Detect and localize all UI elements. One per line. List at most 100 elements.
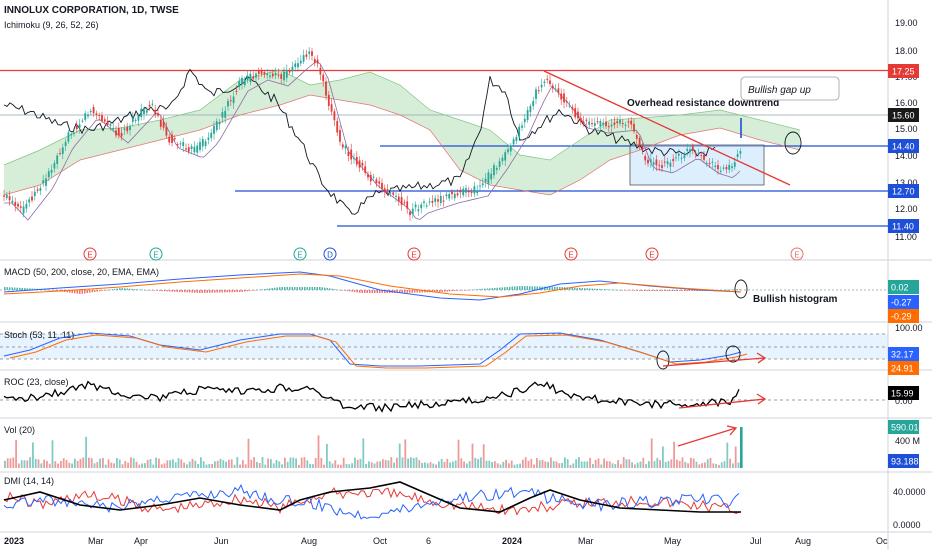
svg-text:E: E bbox=[649, 251, 654, 260]
vol-label: Vol (20) bbox=[4, 425, 35, 435]
stoch-arrow bbox=[662, 352, 767, 367]
tick-18: 18.00 bbox=[895, 46, 918, 56]
price-badge-1: 15.60 bbox=[888, 108, 919, 122]
time-oc: Oc bbox=[876, 536, 888, 546]
tick-19: 19.00 bbox=[895, 18, 918, 28]
histogram-annotation: Bullish histogram bbox=[753, 294, 838, 305]
stoch-value-1: 24.91 bbox=[888, 361, 919, 375]
time-axis: 2023 Mar Apr Jun Aug Oct 6 2024 Mar May … bbox=[4, 536, 888, 546]
tick-14: 14.00 bbox=[895, 151, 918, 161]
svg-text:14.40: 14.40 bbox=[892, 142, 915, 152]
svg-text:0.02: 0.02 bbox=[891, 283, 909, 293]
ichimoku-lines bbox=[3, 61, 801, 221]
time-6: 6 bbox=[426, 536, 431, 546]
vol-value-1: 93.188 M bbox=[888, 454, 929, 468]
svg-text:E: E bbox=[297, 251, 302, 260]
time-2023: 2023 bbox=[4, 536, 24, 546]
event-marker-3: D bbox=[323, 247, 337, 261]
stoch-circle-2 bbox=[725, 345, 741, 363]
gap-annotation: Bullish gap up bbox=[748, 85, 811, 96]
time-mar-2024: Mar bbox=[578, 536, 594, 546]
consolidation-box bbox=[629, 144, 765, 186]
time-may: May bbox=[664, 536, 682, 546]
time-2024: 2024 bbox=[502, 536, 522, 546]
volume-arrow bbox=[677, 425, 738, 447]
symbol-title: INNOLUX CORPORATION, 1D, TWSE bbox=[4, 5, 179, 16]
svg-text:32.17: 32.17 bbox=[891, 350, 914, 360]
tick-11: 11.00 bbox=[895, 232, 917, 242]
roc-pane bbox=[3, 380, 740, 413]
svg-text:17.25: 17.25 bbox=[892, 67, 915, 77]
tick-12: 12.00 bbox=[895, 204, 918, 214]
dmi-axis-40: 40.0000 bbox=[893, 487, 926, 497]
event-marker-6: E bbox=[645, 247, 659, 261]
svg-text:12.70: 12.70 bbox=[892, 187, 915, 197]
time-jun: Jun bbox=[214, 536, 229, 546]
svg-text:11.40: 11.40 bbox=[892, 222, 914, 232]
svg-text:15.99: 15.99 bbox=[891, 389, 914, 399]
tick-15: 15.00 bbox=[895, 124, 918, 134]
gap-callout-box bbox=[740, 76, 840, 101]
ichimoku-label: Ichimoku (9, 26, 52, 26) bbox=[4, 20, 99, 30]
event-marker-7: E bbox=[790, 247, 804, 261]
vol-axis-400: 400 M bbox=[895, 436, 920, 446]
price-badge-0: 17.25 bbox=[888, 64, 919, 78]
volume-pane bbox=[4, 427, 743, 468]
price-badges: 17.25 15.60 14.40 12.70 11.40 0.02 -0.27 -0.29 3… bbox=[888, 64, 929, 468]
svg-text:E: E bbox=[411, 251, 416, 260]
time-apr: Apr bbox=[134, 536, 148, 546]
tick-13: 13.00 bbox=[895, 178, 918, 188]
svg-text:-0.27: -0.27 bbox=[891, 298, 912, 308]
macd-value-2: -0.29 bbox=[888, 309, 919, 323]
dmi-label: DMI (14, 14) bbox=[4, 476, 54, 486]
svg-text:590.01 M: 590.01 M bbox=[891, 423, 929, 433]
time-aug-2024: Aug bbox=[795, 536, 811, 546]
svg-text:E: E bbox=[568, 251, 573, 260]
tick-16: 16.00 bbox=[895, 98, 918, 108]
resistance-annotation: Overhead resistance downtrend bbox=[627, 98, 779, 109]
roc-arrow bbox=[678, 393, 767, 409]
roc-axis-0: 0.00 bbox=[895, 396, 913, 406]
svg-text:-0.29: -0.29 bbox=[891, 312, 912, 322]
stoch-pane bbox=[3, 332, 748, 369]
roc-label: ROC (23, close) bbox=[4, 377, 69, 387]
macd-pane bbox=[3, 271, 742, 301]
stoch-label: Stoch (53, 11, 11) bbox=[4, 330, 74, 340]
svg-text:D: D bbox=[327, 251, 333, 260]
gap-circle bbox=[784, 131, 802, 155]
dmi-pane bbox=[3, 481, 741, 520]
price-badge-2: 14.40 bbox=[888, 139, 919, 153]
event-marker-4: E bbox=[407, 247, 421, 261]
stoch-value-0: 32.17 bbox=[888, 347, 919, 361]
price-axis: 19.00 18.00 17.00 16.00 15.00 14.00 13.0… bbox=[895, 18, 918, 242]
event-marker-5: E bbox=[564, 247, 578, 261]
price-badge-3: 12.70 bbox=[888, 184, 919, 198]
macd-value-0: 0.02 bbox=[888, 280, 919, 294]
last-volume-bar bbox=[740, 427, 743, 468]
macd-value-1: -0.27 bbox=[888, 295, 919, 309]
svg-text:E: E bbox=[87, 251, 92, 260]
vol-value-0: 590.01 M bbox=[888, 420, 929, 434]
event-marker-1: E bbox=[149, 247, 163, 261]
roc-value-0: 15.99 bbox=[888, 386, 919, 400]
svg-text:24.91: 24.91 bbox=[891, 364, 914, 374]
time-jul: Jul bbox=[750, 536, 762, 546]
event-marker-2: E bbox=[293, 247, 307, 261]
time-aug: Aug bbox=[301, 536, 317, 546]
svg-text:E: E bbox=[794, 251, 799, 260]
time-oct: Oct bbox=[373, 536, 388, 546]
dmi-axis-0: 0.0000 bbox=[893, 520, 921, 530]
macd-label: MACD (50, 200, close, 20, EMA, EMA) bbox=[4, 267, 159, 277]
svg-text:93.188 M: 93.188 M bbox=[891, 457, 929, 467]
svg-text:15.60: 15.60 bbox=[892, 111, 915, 121]
histogram-circle bbox=[734, 279, 748, 299]
time-mar: Mar bbox=[88, 536, 104, 546]
price-badge-4: 11.40 bbox=[888, 219, 919, 233]
downtrend-line bbox=[543, 70, 791, 186]
stoch-circle-1 bbox=[656, 350, 670, 370]
stoch-axis-100: 100.00 bbox=[895, 323, 923, 333]
svg-text:E: E bbox=[153, 251, 158, 260]
event-marker-0: E bbox=[83, 247, 97, 261]
